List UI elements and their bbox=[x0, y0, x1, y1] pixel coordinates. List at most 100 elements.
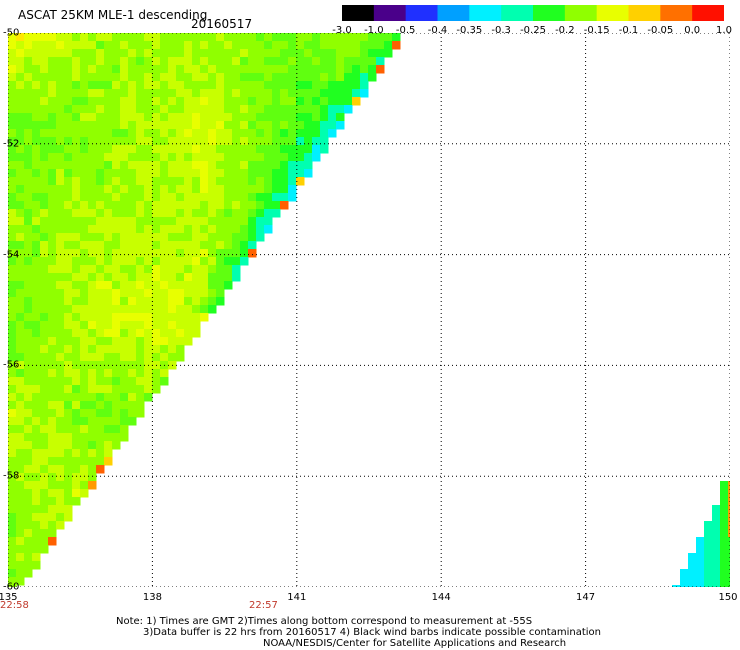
longitude-label: 144 bbox=[431, 592, 451, 603]
wind-cell bbox=[200, 121, 209, 130]
wind-cell bbox=[8, 497, 17, 506]
wind-cell bbox=[208, 273, 217, 282]
wind-cell bbox=[720, 489, 729, 498]
wind-cell bbox=[136, 169, 145, 178]
wind-cell bbox=[192, 121, 201, 130]
wind-cell bbox=[152, 345, 161, 354]
wind-cell bbox=[112, 233, 121, 242]
wind-cell bbox=[72, 345, 81, 354]
wind-cell bbox=[72, 49, 81, 58]
wind-cell bbox=[312, 97, 321, 106]
wind-cell bbox=[80, 433, 89, 442]
wind-cell bbox=[352, 57, 361, 66]
wind-cell bbox=[40, 49, 49, 58]
wind-cell bbox=[8, 249, 17, 258]
wind-cell bbox=[40, 297, 49, 306]
wind-cell bbox=[40, 353, 49, 362]
wind-cell bbox=[16, 281, 25, 290]
wind-cell bbox=[40, 289, 49, 298]
wind-cell bbox=[40, 401, 49, 410]
wind-cell bbox=[96, 385, 105, 394]
wind-cell bbox=[168, 153, 177, 162]
wind-cell bbox=[88, 393, 97, 402]
wind-cell bbox=[184, 121, 193, 130]
wind-cell bbox=[232, 169, 241, 178]
wind-cell bbox=[16, 145, 25, 154]
wind-cell bbox=[712, 553, 721, 562]
wind-cell bbox=[96, 401, 105, 410]
wind-cell bbox=[96, 281, 105, 290]
wind-cell bbox=[360, 41, 369, 50]
wind-cell bbox=[256, 65, 265, 74]
wind-cell bbox=[72, 393, 81, 402]
wind-cell bbox=[304, 41, 313, 50]
wind-cell bbox=[184, 49, 193, 58]
wind-cell bbox=[104, 81, 113, 90]
wind-cell bbox=[312, 41, 321, 50]
wind-cell bbox=[720, 505, 729, 514]
wind-cell bbox=[88, 185, 97, 194]
wind-cell bbox=[200, 305, 209, 314]
wind-cell bbox=[320, 137, 329, 146]
wind-cell bbox=[304, 105, 313, 114]
wind-cell bbox=[8, 185, 17, 194]
wind-cell bbox=[144, 273, 153, 282]
wind-cell bbox=[40, 89, 49, 98]
wind-cell bbox=[128, 417, 137, 426]
wind-cell bbox=[152, 145, 161, 154]
wind-cell bbox=[104, 377, 113, 386]
wind-cell bbox=[56, 233, 65, 242]
wind-cell bbox=[216, 297, 225, 306]
wind-cell bbox=[72, 33, 81, 42]
wind-cell bbox=[248, 137, 257, 146]
wind-cell bbox=[312, 33, 321, 42]
wind-cell bbox=[96, 33, 105, 42]
wind-cell bbox=[160, 297, 169, 306]
wind-cell bbox=[208, 65, 217, 74]
wind-cell bbox=[40, 201, 49, 210]
wind-cell bbox=[272, 161, 281, 170]
wind-cell bbox=[192, 329, 201, 338]
colorbar-label: -0.4 bbox=[427, 25, 448, 36]
wind-cell bbox=[224, 89, 233, 98]
wind-cell bbox=[104, 73, 113, 82]
wind-cell bbox=[88, 161, 97, 170]
wind-cell bbox=[240, 233, 249, 242]
wind-cell bbox=[96, 289, 105, 298]
wind-cell bbox=[80, 241, 89, 250]
wind-cell bbox=[160, 153, 169, 162]
wind-cell bbox=[88, 57, 97, 66]
wind-cell bbox=[128, 121, 137, 130]
wind-cell bbox=[216, 177, 225, 186]
wind-cell bbox=[296, 145, 305, 154]
wind-cell bbox=[48, 121, 57, 130]
wind-cell bbox=[144, 137, 153, 146]
wind-cell bbox=[312, 73, 321, 82]
wind-cell bbox=[264, 225, 273, 234]
wind-cell bbox=[176, 313, 185, 322]
wind-cell bbox=[168, 281, 177, 290]
wind-cell bbox=[168, 201, 177, 210]
wind-cell bbox=[96, 257, 105, 266]
wind-cell bbox=[24, 505, 33, 514]
wind-cell bbox=[32, 121, 41, 130]
wind-cell bbox=[288, 81, 297, 90]
wind-cell bbox=[272, 73, 281, 82]
wind-cell bbox=[224, 81, 233, 90]
wind-cell bbox=[88, 145, 97, 154]
wind-cell bbox=[184, 265, 193, 274]
wind-cell bbox=[304, 145, 313, 154]
wind-cell bbox=[64, 209, 73, 218]
wind-cell bbox=[248, 193, 257, 202]
wind-cell bbox=[720, 481, 729, 490]
wind-cell bbox=[56, 121, 65, 130]
wind-cell bbox=[336, 73, 345, 82]
wind-cell bbox=[216, 217, 225, 226]
wind-cell bbox=[88, 337, 97, 346]
wind-cell bbox=[728, 513, 730, 522]
wind-cell bbox=[104, 345, 113, 354]
wind-cell bbox=[152, 81, 161, 90]
wind-cell bbox=[144, 177, 153, 186]
wind-cell bbox=[8, 321, 17, 330]
wind-cell bbox=[200, 129, 209, 138]
